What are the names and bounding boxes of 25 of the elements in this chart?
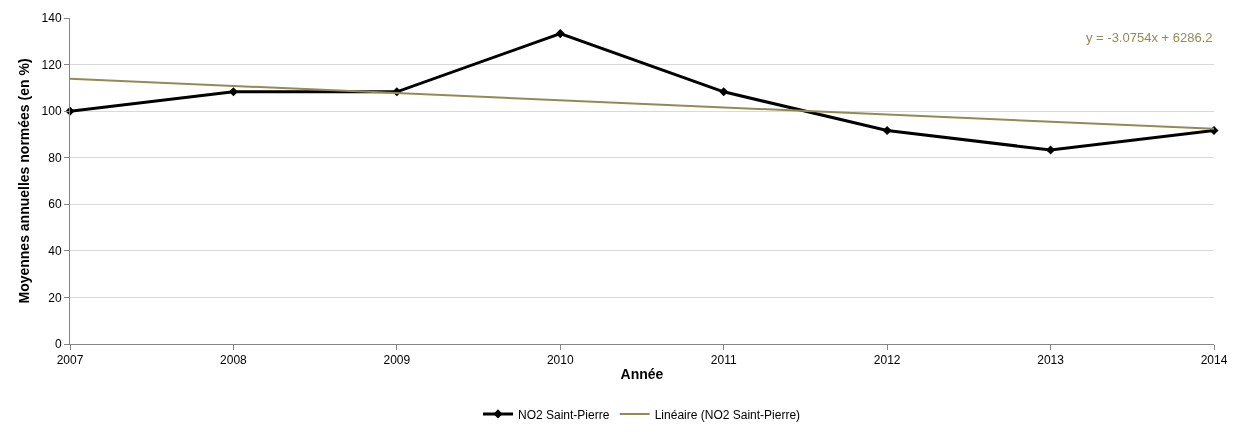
x-tick-label: 2008 [220, 353, 248, 368]
legend-label: NO2 Saint-Pierre [518, 407, 610, 422]
annotation: y = -3.0754x + 6286.2 [1086, 30, 1213, 45]
y-tick-label: 0 [54, 337, 62, 352]
y-tick-label: 60 [48, 197, 62, 212]
point [228, 87, 238, 97]
x-tick-label: 2014 [1200, 353, 1228, 368]
x-tick-label: 2009 [383, 353, 411, 368]
x-axis-title: Année [620, 365, 664, 382]
y-tick-label: 140 [41, 11, 62, 26]
x-tick-label: 2010 [546, 353, 574, 368]
x-tick-label: 2007 [56, 353, 84, 368]
point [719, 87, 729, 97]
y-tick-label: 40 [48, 244, 62, 259]
y-axis-title: Moyennes annuelles normées (en %) [16, 58, 33, 304]
y-tick-label: 20 [48, 290, 62, 305]
x-tick-label: 2013 [1037, 353, 1065, 368]
point [555, 29, 565, 39]
legend-label: Linéaire (NO2 Saint-Pierre) [654, 407, 801, 422]
y-tick-label: 100 [41, 104, 62, 119]
x-tick-label: 2011 [710, 353, 737, 368]
y-tick-label: 80 [48, 150, 62, 165]
y-tick-label: 120 [41, 57, 62, 72]
x-tick-label: 2012 [873, 353, 901, 368]
point [882, 125, 892, 136]
